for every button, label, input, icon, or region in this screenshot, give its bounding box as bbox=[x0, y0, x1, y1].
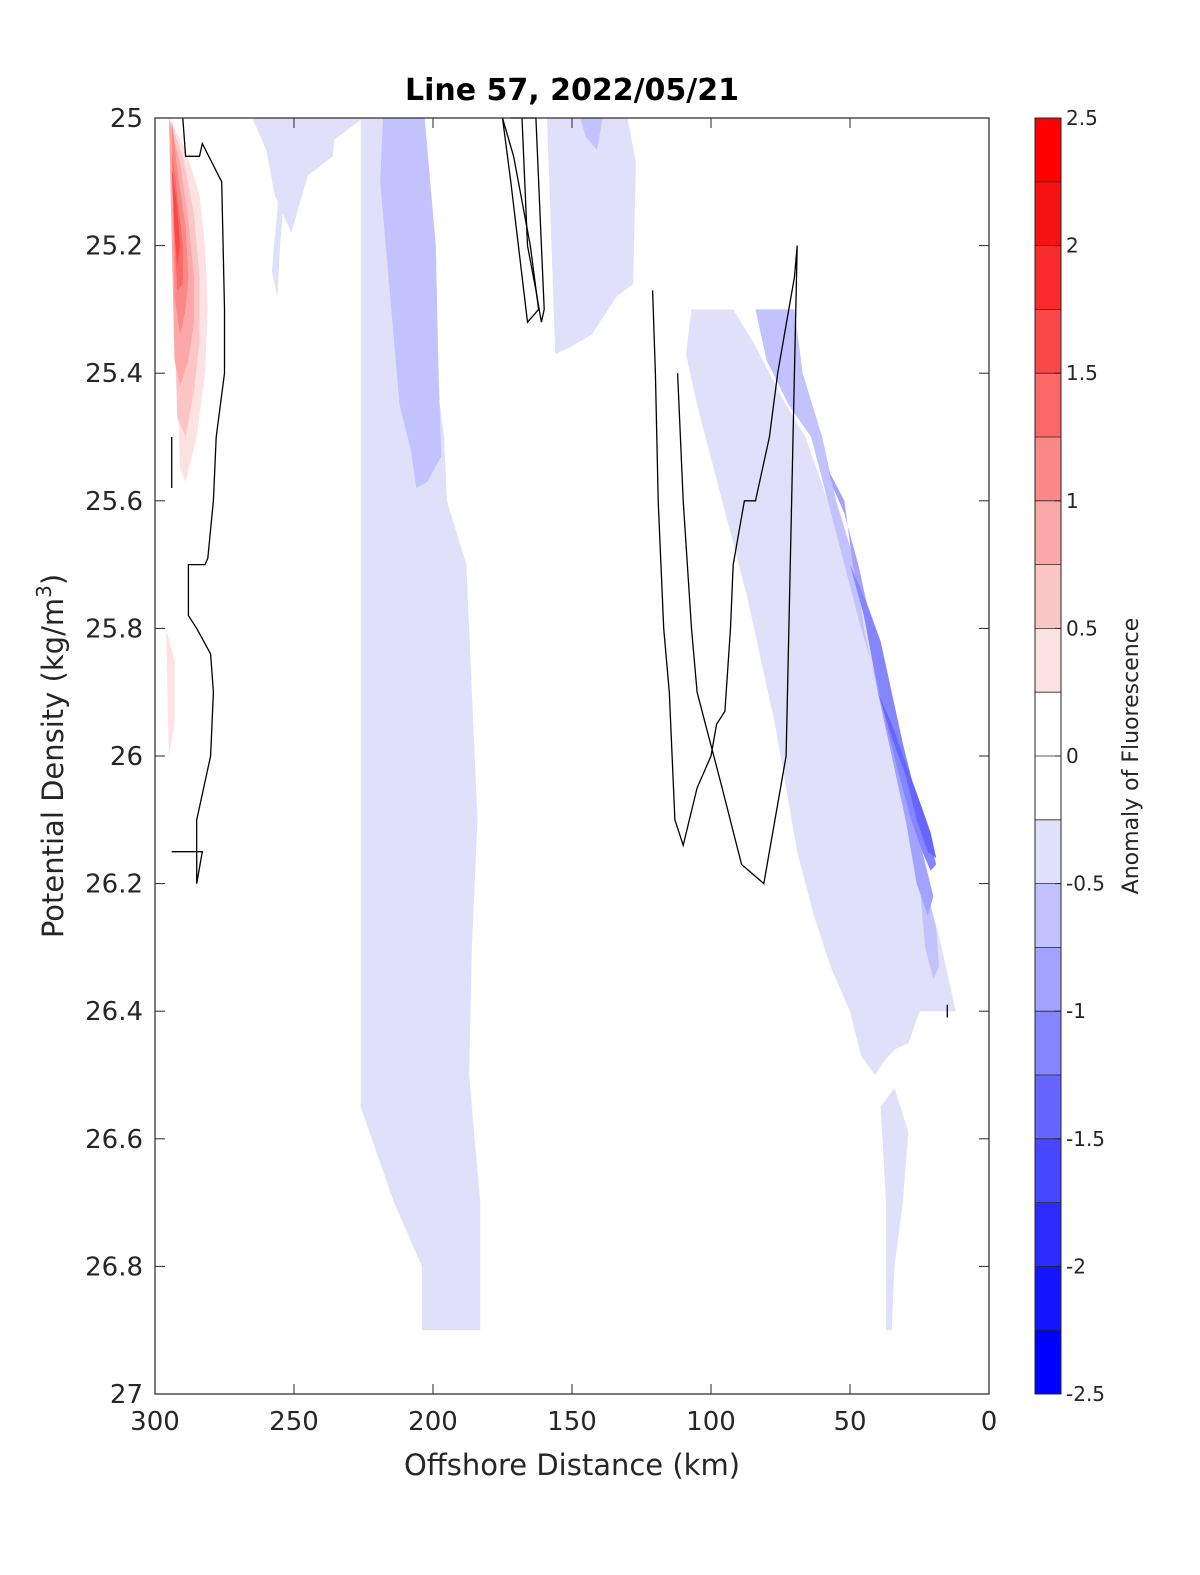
colorbar-ticks: 2.5 2 1.5 1 0.5 0 -0.5 -1 -1.5 -2 -2.5 bbox=[1055, 106, 1105, 1406]
x-tick-label: 0 bbox=[981, 1407, 998, 1437]
zero-contour-coastal bbox=[651, 245, 798, 885]
colorbar-band bbox=[1035, 819, 1061, 884]
y-tick-label: 25.6 bbox=[85, 487, 143, 517]
x-tick-label: 100 bbox=[686, 1407, 736, 1437]
negative-band-offshore-level2 bbox=[380, 118, 442, 488]
negative-band-mid bbox=[547, 118, 636, 355]
colorbar-label: Anomaly of Fluorescence bbox=[1119, 618, 1144, 895]
colorbar-band bbox=[1035, 883, 1061, 948]
colorbar-tick-label: 1.5 bbox=[1066, 361, 1098, 385]
colorbar-bands bbox=[1035, 118, 1061, 1394]
positive-band-offshore-deep bbox=[166, 628, 175, 756]
colorbar: 2.5 2 1.5 1 0.5 0 -0.5 -1 -1.5 -2 -2.5 bbox=[1034, 106, 1105, 1406]
colorbar-tick-label: 0 bbox=[1066, 744, 1079, 768]
colorbar-band bbox=[1035, 1266, 1061, 1331]
colorbar-band bbox=[1035, 1138, 1061, 1203]
negative-band-coastal-level5 bbox=[877, 692, 937, 859]
x-axis: 300 250 200 150 100 50 0 bbox=[130, 118, 997, 1437]
negative-band-mid-level2 bbox=[580, 118, 603, 150]
y-tick-label: 27 bbox=[110, 1380, 143, 1410]
y-tick-label: 25.4 bbox=[85, 359, 143, 389]
x-tick-label: 250 bbox=[269, 1407, 319, 1437]
x-tick-label: 50 bbox=[833, 1407, 866, 1437]
colorbar-band bbox=[1035, 1330, 1061, 1394]
y-tick-label: 26 bbox=[110, 742, 143, 772]
y-axis: 25 25.2 25.4 25.6 25.8 26 26.2 26.4 26.6 26.8 27 bbox=[85, 104, 989, 1410]
colorbar-band bbox=[1035, 500, 1061, 565]
colorbar-band bbox=[1035, 1075, 1061, 1139]
zero-contour-mid-2 bbox=[501, 117, 540, 324]
colorbar-band bbox=[1035, 181, 1061, 246]
y-tick-label: 26.4 bbox=[85, 997, 143, 1027]
x-axis-label: Offshore Distance (km) bbox=[404, 1448, 740, 1482]
x-tick-label: 200 bbox=[408, 1407, 458, 1437]
colorbar-band bbox=[1035, 245, 1061, 310]
negative-band-offshore-main bbox=[360, 118, 481, 1331]
colorbar-band bbox=[1035, 947, 1061, 1012]
colorbar-tick-label: -0.5 bbox=[1066, 872, 1105, 896]
colorbar-band bbox=[1035, 564, 1061, 629]
colorbar-tick-label: -1.5 bbox=[1066, 1127, 1105, 1151]
y-tick-label: 26.6 bbox=[85, 1125, 143, 1155]
plot-area: 300 250 200 150 100 50 0 2525.225.425.625.8262… bbox=[85, 104, 997, 1437]
colorbar-tick-label: 1 bbox=[1066, 489, 1079, 513]
colorbar-tick-label: -2 bbox=[1066, 1254, 1086, 1278]
y-tick-label: 25.2 bbox=[85, 232, 143, 262]
y-axis-label-superscript: 3 bbox=[32, 585, 56, 598]
y-tick-label: 26.2 bbox=[85, 870, 143, 900]
zero-contour-offshore bbox=[171, 117, 226, 884]
colorbar-band bbox=[1035, 373, 1061, 437]
colorbar-band bbox=[1035, 437, 1061, 501]
chart-title: Line 57, 2022/05/21 bbox=[405, 73, 739, 108]
colorbar-tick-label: 2 bbox=[1066, 234, 1079, 258]
y-axis-label: Potential Density (kg/m3) bbox=[32, 574, 70, 938]
y-tick-label: 25 bbox=[110, 104, 143, 134]
colorbar-tick-label: -2.5 bbox=[1066, 1382, 1105, 1406]
colorbar-tick-label: 2.5 bbox=[1066, 106, 1098, 130]
colorbar-band bbox=[1035, 1202, 1061, 1267]
y-tick-label: 25.8 bbox=[85, 614, 143, 644]
colorbar-band bbox=[1035, 118, 1061, 182]
colorbar-band bbox=[1035, 628, 1061, 693]
positive-band-offshore-6 bbox=[171, 169, 180, 265]
colorbar-band bbox=[1035, 309, 1061, 374]
x-tick-label: 300 bbox=[130, 1407, 180, 1437]
colorbar-band bbox=[1035, 692, 1061, 756]
negative-band-offshore-west-2 bbox=[252, 118, 336, 233]
colorbar-tick-label: 0.5 bbox=[1066, 616, 1098, 640]
y-tick-label: 26.8 bbox=[85, 1252, 143, 1282]
y-axis-label-close: ) bbox=[36, 574, 70, 585]
negative-band-deep-coastal bbox=[880, 1087, 909, 1331]
filled-contour-layer bbox=[166, 118, 956, 1331]
x-tick-label: 150 bbox=[547, 1407, 597, 1437]
y-axis-label-main: Potential Density (kg/m bbox=[36, 598, 70, 938]
colorbar-tick-label: -1 bbox=[1066, 999, 1086, 1023]
colorbar-band bbox=[1035, 756, 1061, 820]
colorbar-band bbox=[1035, 1011, 1061, 1075]
